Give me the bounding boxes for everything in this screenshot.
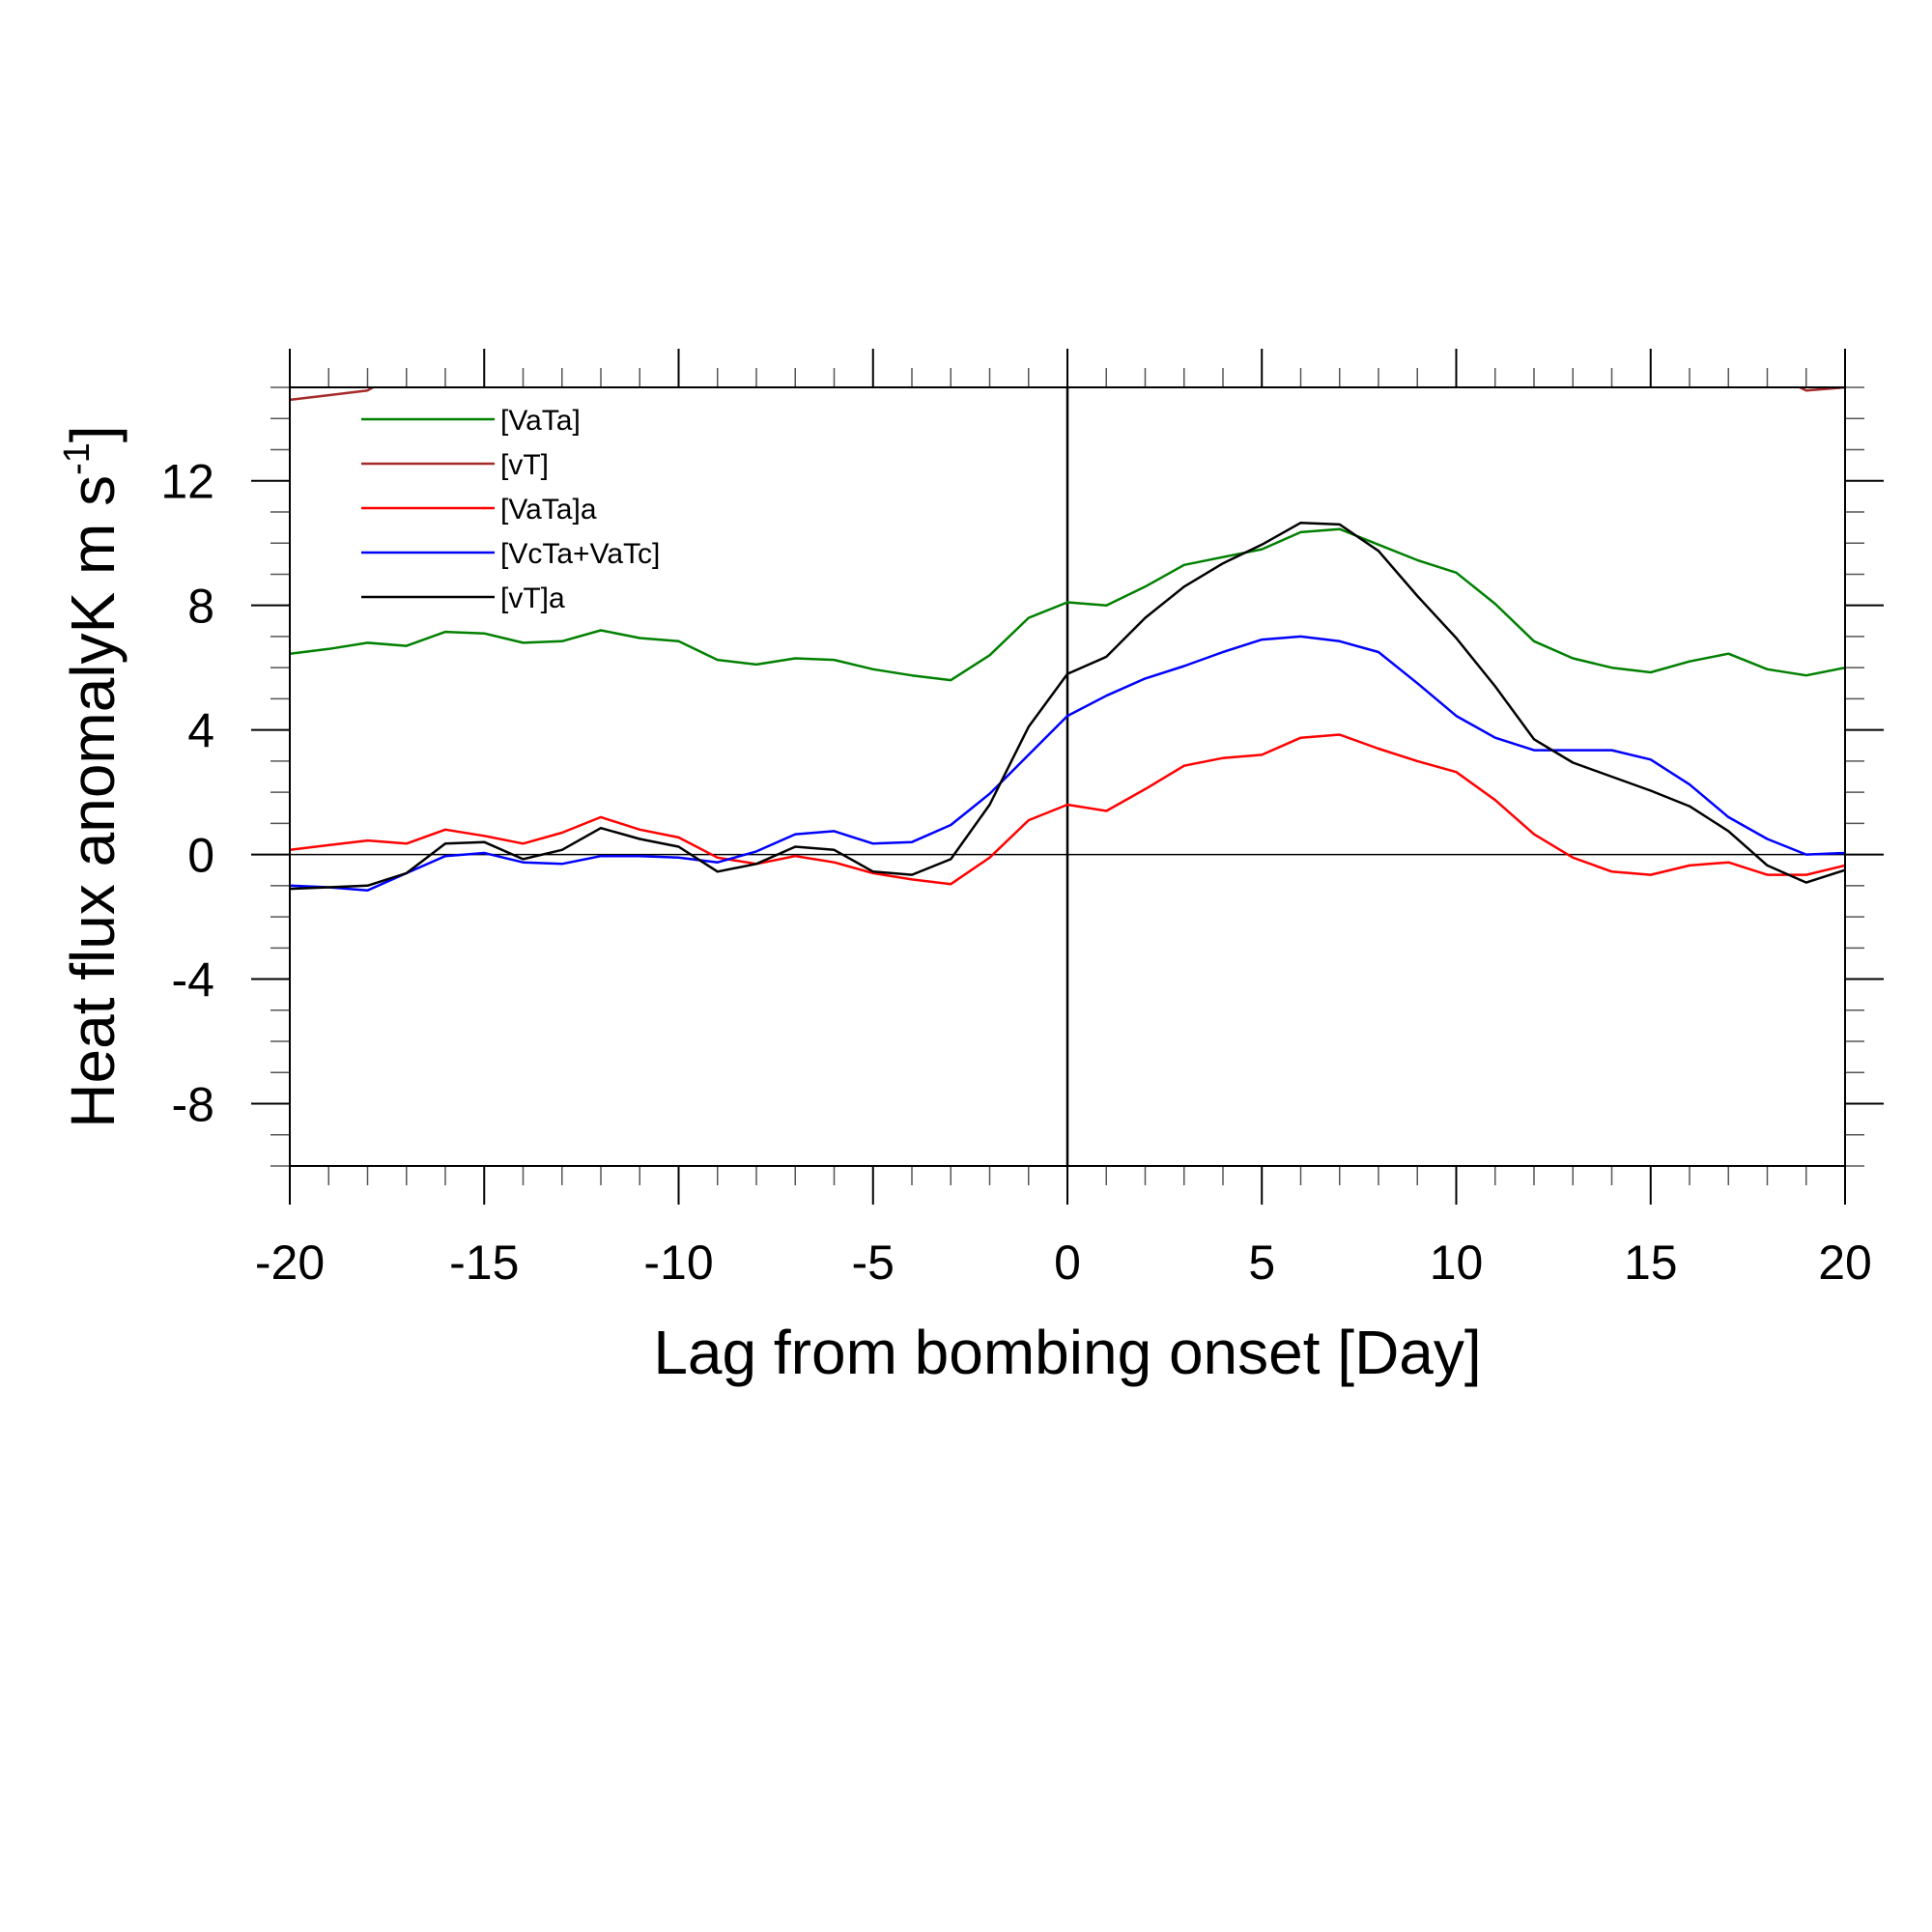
major-ticks [251, 349, 1884, 1205]
series-layer [290, 387, 1845, 892]
legend-label-4: [vT]a [500, 582, 565, 614]
y-tick-label: 8 [187, 580, 214, 634]
series-line-3 [290, 635, 1845, 892]
legend-label-0: [VaTa] [500, 405, 581, 437]
x-tick-label: -10 [643, 1236, 713, 1290]
x-axis-title: Lag from bombing onset [Day] [653, 1318, 1481, 1387]
legend-label-1: [vT] [500, 449, 549, 481]
x-tick-label: 5 [1248, 1236, 1275, 1290]
x-tick-label: -15 [449, 1236, 519, 1290]
x-tick-label: 10 [1430, 1236, 1484, 1290]
plot-frame [289, 386, 1846, 1167]
x-tick-label: -20 [255, 1236, 325, 1290]
y-tick-label: 4 [187, 704, 214, 758]
y-tick-labels: -8 -4 0 4 8 12 [160, 455, 214, 1132]
x-tick-label: 15 [1624, 1236, 1678, 1290]
x-tick-label: -5 [852, 1236, 895, 1290]
y-axis-title: Heat flux anomalyK m s-1] [57, 425, 128, 1127]
x-tick-label: 0 [1054, 1236, 1081, 1290]
y-tick-label: 0 [187, 829, 214, 883]
y-tick-label: -4 [172, 953, 214, 1008]
x-tick-labels: -20 -15 -10 -5 0 5 10 15 20 [255, 1236, 1872, 1290]
y-tick-label: -8 [172, 1078, 214, 1132]
minor-ticks [270, 368, 1864, 1185]
legend: [VaTa] [vT] [VaTa]a [VcTa+VaTc] [vT]a [361, 405, 660, 614]
reference-lines [290, 387, 1845, 1166]
series-line-2 [290, 733, 1845, 886]
y-tick-label: 12 [160, 455, 214, 509]
legend-label-3: [VcTa+VaTc] [500, 538, 660, 570]
series-line-0 [290, 527, 1845, 682]
legend-label-2: [VaTa]a [500, 494, 597, 526]
series-line-4 [290, 521, 1845, 891]
y-axis-title-main: Heat flux anomalyK m s [58, 475, 128, 1128]
x-tick-label: 20 [1818, 1236, 1872, 1290]
y-axis-title-suffix: ] [58, 425, 128, 442]
y-axis-title-superscript: -1 [57, 442, 98, 475]
